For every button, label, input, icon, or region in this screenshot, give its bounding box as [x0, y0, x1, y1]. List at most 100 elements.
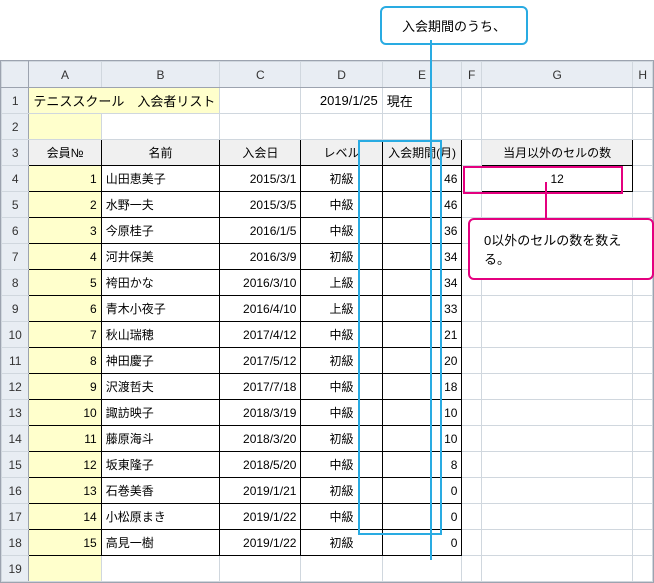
cell[interactable] [462, 400, 481, 426]
cell[interactable] [220, 556, 301, 582]
cell-no[interactable]: 1 [29, 166, 101, 192]
cell[interactable] [481, 452, 633, 478]
cell[interactable] [481, 530, 633, 556]
cell-date[interactable]: 2019/1/21 [220, 478, 301, 504]
cell[interactable] [101, 114, 220, 140]
cell-date[interactable]: 2017/4/12 [220, 322, 301, 348]
cell[interactable] [481, 88, 633, 114]
cell-level[interactable]: 上級 [301, 296, 382, 322]
cell-no[interactable]: 9 [29, 374, 101, 400]
cell-date[interactable]: 2019/1/22 [220, 504, 301, 530]
cell[interactable] [633, 530, 653, 556]
cell[interactable] [462, 452, 481, 478]
cell-name[interactable]: 高見一樹 [101, 530, 220, 556]
result-cell[interactable]: 12 [481, 166, 633, 192]
cell-period[interactable]: 0 [382, 504, 462, 530]
cell-no[interactable]: 13 [29, 478, 101, 504]
cell[interactable] [633, 192, 653, 218]
row-header[interactable]: 10 [2, 322, 29, 348]
cell[interactable] [633, 504, 653, 530]
cell-name[interactable]: 山田恵美子 [101, 166, 220, 192]
cell-name[interactable]: 秋山瑞穂 [101, 322, 220, 348]
cell-date[interactable]: 2015/3/5 [220, 192, 301, 218]
cell[interactable] [481, 400, 633, 426]
cell-date[interactable]: 2017/5/12 [220, 348, 301, 374]
cell[interactable] [462, 114, 481, 140]
cell-level[interactable]: 中級 [301, 322, 382, 348]
cell[interactable] [382, 114, 462, 140]
cell[interactable] [481, 478, 633, 504]
row-header[interactable]: 7 [2, 244, 29, 270]
cell[interactable] [481, 426, 633, 452]
cell-no[interactable]: 10 [29, 400, 101, 426]
cell-level[interactable]: 中級 [301, 192, 382, 218]
col-header-a[interactable]: A [29, 62, 101, 88]
cell[interactable] [481, 504, 633, 530]
cell-level[interactable]: 初級 [301, 244, 382, 270]
cell-period[interactable]: 46 [382, 192, 462, 218]
cell-level[interactable]: 初級 [301, 530, 382, 556]
cell-period[interactable]: 34 [382, 270, 462, 296]
cell[interactable] [633, 140, 653, 166]
row-header[interactable]: 12 [2, 374, 29, 400]
cell[interactable] [462, 348, 481, 374]
cell[interactable] [462, 296, 481, 322]
cell-date[interactable]: 2016/3/10 [220, 270, 301, 296]
corner-cell[interactable] [2, 62, 29, 88]
cell-period[interactable]: 8 [382, 452, 462, 478]
col-header-h[interactable]: H [633, 62, 653, 88]
cell[interactable] [220, 88, 301, 114]
row-header[interactable]: 4 [2, 166, 29, 192]
cell[interactable] [29, 556, 101, 582]
cell[interactable] [462, 322, 481, 348]
cell[interactable] [462, 556, 481, 582]
cell-period[interactable]: 34 [382, 244, 462, 270]
cell[interactable] [633, 322, 653, 348]
cell[interactable] [462, 374, 481, 400]
cell-date[interactable]: 2018/3/19 [220, 400, 301, 426]
cell-level[interactable]: 上級 [301, 270, 382, 296]
cell[interactable] [481, 322, 633, 348]
cell-level[interactable]: 中級 [301, 374, 382, 400]
row-header[interactable]: 13 [2, 400, 29, 426]
cell-period[interactable]: 21 [382, 322, 462, 348]
col-header-f[interactable]: F [462, 62, 481, 88]
row-header[interactable]: 5 [2, 192, 29, 218]
date-cell[interactable]: 2019/1/25 [301, 88, 382, 114]
cell[interactable] [462, 478, 481, 504]
cell-period[interactable]: 33 [382, 296, 462, 322]
cell-date[interactable]: 2017/7/18 [220, 374, 301, 400]
cell-no[interactable]: 6 [29, 296, 101, 322]
cell[interactable] [633, 88, 653, 114]
cell[interactable] [633, 374, 653, 400]
cell[interactable] [462, 192, 481, 218]
cell[interactable] [301, 114, 382, 140]
row-header[interactable]: 15 [2, 452, 29, 478]
cell-name[interactable]: 坂東隆子 [101, 452, 220, 478]
cell-level[interactable]: 中級 [301, 504, 382, 530]
row-header[interactable]: 3 [2, 140, 29, 166]
cell[interactable] [101, 556, 220, 582]
cell-no[interactable]: 5 [29, 270, 101, 296]
header-period[interactable]: 入会期間(月) [382, 140, 462, 166]
cell-no[interactable]: 15 [29, 530, 101, 556]
cell-name[interactable]: 沢渡哲夫 [101, 374, 220, 400]
cell-level[interactable]: 中級 [301, 452, 382, 478]
cell[interactable] [481, 348, 633, 374]
cell-name[interactable]: 神田慶子 [101, 348, 220, 374]
cell[interactable] [462, 166, 481, 192]
row-header[interactable]: 17 [2, 504, 29, 530]
cell-no[interactable]: 12 [29, 452, 101, 478]
row-header[interactable]: 14 [2, 426, 29, 452]
cell[interactable] [481, 114, 633, 140]
cell-name[interactable]: 藤原海斗 [101, 426, 220, 452]
cell-name[interactable]: 小松原まき [101, 504, 220, 530]
cell-name[interactable]: 河井保美 [101, 244, 220, 270]
header-name[interactable]: 名前 [101, 140, 220, 166]
cell[interactable] [301, 556, 382, 582]
cell-level[interactable]: 中級 [301, 218, 382, 244]
cell-no[interactable]: 4 [29, 244, 101, 270]
cell[interactable] [462, 426, 481, 452]
cell-period[interactable]: 46 [382, 166, 462, 192]
cell-period[interactable]: 18 [382, 374, 462, 400]
